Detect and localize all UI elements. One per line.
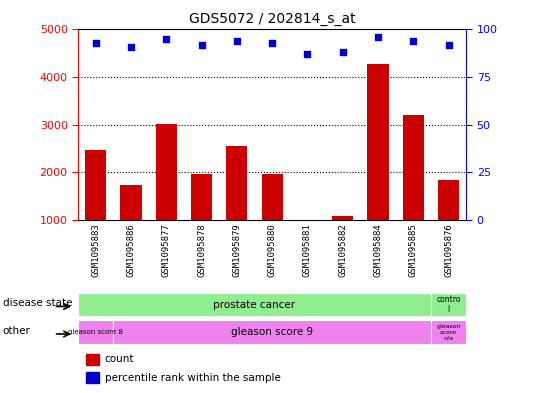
Bar — [86, 372, 100, 383]
Point — [338, 49, 347, 55]
Point — [409, 38, 418, 44]
Point — [268, 40, 277, 46]
Text: prostate cancer: prostate cancer — [213, 299, 295, 310]
Bar — [86, 354, 100, 365]
Bar — [438, 180, 459, 268]
Bar — [78, 320, 113, 344]
Point — [197, 42, 206, 48]
Bar — [191, 174, 212, 268]
Bar — [261, 174, 283, 268]
Point — [444, 42, 453, 48]
Bar — [403, 115, 424, 268]
Point — [92, 40, 100, 46]
Point — [233, 38, 241, 44]
Bar — [113, 320, 431, 344]
Point — [127, 44, 135, 50]
Bar — [121, 185, 142, 268]
Point — [374, 34, 382, 40]
Bar — [85, 150, 106, 268]
Text: count: count — [105, 354, 134, 364]
Bar — [297, 223, 318, 268]
Point — [162, 36, 171, 42]
Text: percentile rank within the sample: percentile rank within the sample — [105, 373, 280, 383]
Text: contro
l: contro l — [437, 295, 461, 314]
Text: gleason score 8: gleason score 8 — [68, 329, 123, 335]
Bar — [431, 320, 466, 344]
Point — [303, 51, 312, 57]
Title: GDS5072 / 202814_s_at: GDS5072 / 202814_s_at — [189, 12, 356, 26]
Bar — [156, 124, 177, 268]
Text: gleason score 9: gleason score 9 — [231, 327, 313, 337]
Bar — [226, 146, 247, 268]
Bar — [431, 293, 466, 316]
Text: disease state: disease state — [3, 298, 72, 309]
Bar — [332, 216, 354, 268]
Text: gleason
score
n/a: gleason score n/a — [436, 324, 461, 340]
Text: other: other — [3, 326, 31, 336]
Bar — [368, 64, 389, 268]
